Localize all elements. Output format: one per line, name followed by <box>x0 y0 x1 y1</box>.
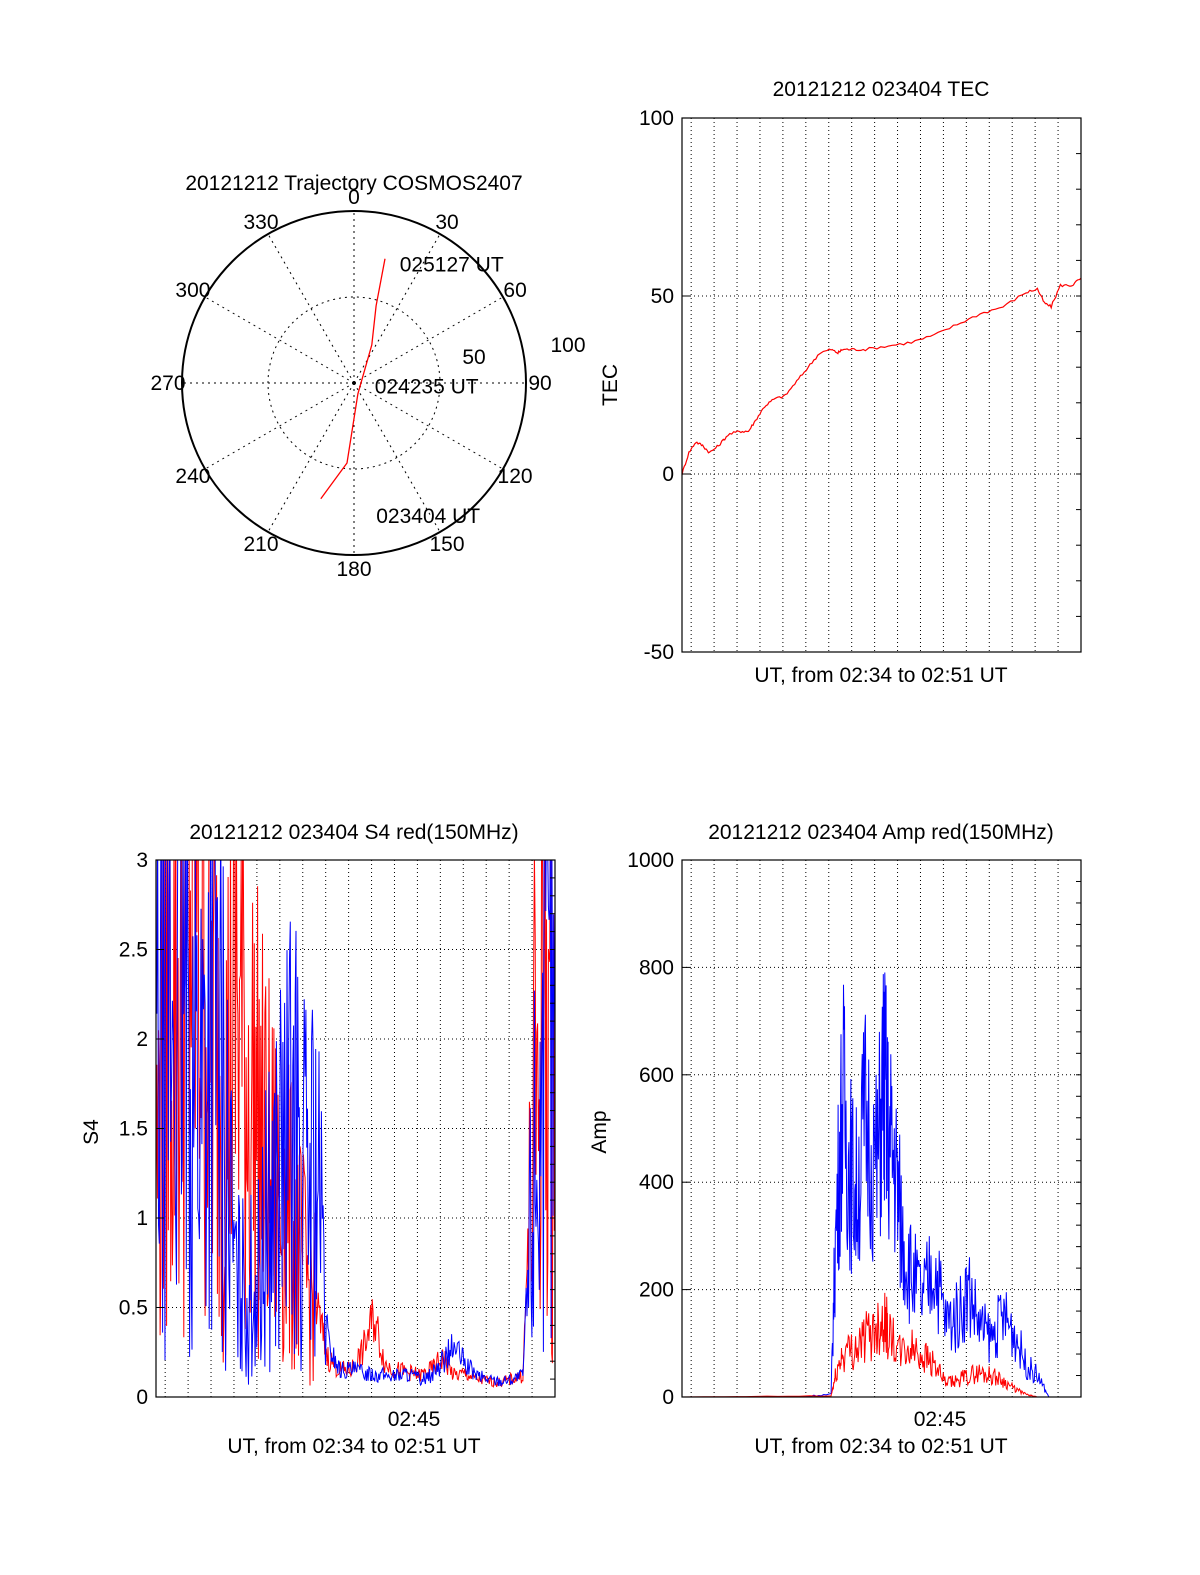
tec-panel: 20121212 023404 TEC 100 50 0 -50 TEC UT, fr… <box>599 78 1082 687</box>
polar-angle-label: 240 <box>175 465 210 488</box>
polar-spoke <box>353 233 441 384</box>
y-tick-label: 100 <box>639 107 674 130</box>
y-tick-label: 0.5 <box>119 1297 148 1320</box>
tec-xlabel: UT, from 02:34 to 02:51 UT <box>754 664 1007 687</box>
series-line <box>682 972 1081 1397</box>
y-tick-label: 50 <box>651 285 674 308</box>
y-tick-label: 2 <box>136 1028 148 1051</box>
polar-angle-label: 150 <box>429 533 464 556</box>
polar-angle-label: 210 <box>243 533 278 556</box>
polar-time-annotation: 023404 UT <box>376 505 480 528</box>
s4-xlabel: UT, from 02:34 to 02:51 UT <box>227 1435 480 1458</box>
series-line <box>682 1292 1081 1397</box>
polar-spoke <box>353 382 504 470</box>
polar-trajectory <box>320 258 386 500</box>
amp-plot-frame <box>681 859 1082 1398</box>
polar-angle-label: 330 <box>243 211 278 234</box>
s4-ylabel: S4 <box>80 1119 103 1145</box>
s4-panel: 20121212 023404 S4 red(150MHz) 3 2.5 2 1.5 1… <box>80 821 556 1458</box>
series-line <box>156 860 555 1387</box>
tec-ylabel: TEC <box>599 364 622 406</box>
y-tick-label: -50 <box>644 641 674 664</box>
polar-angle-labels: 0 30 60 90 120 150 180 210 240 270 300 330 <box>150 186 551 581</box>
polar-spoke <box>267 382 355 533</box>
y-tick-label: 0 <box>136 1386 148 1409</box>
y-tick-label: 3 <box>136 849 148 872</box>
y-tick-label: 0 <box>662 463 674 486</box>
s4-yticks: 3 2.5 2 1.5 1 0.5 0 <box>119 849 555 1409</box>
polar-title: 20121212 Trajectory COSMOS2407 <box>185 172 522 195</box>
s4-title: 20121212 023404 S4 red(150MHz) <box>189 821 518 844</box>
polar-time-annotation: 024235 UT <box>375 375 479 398</box>
polar-grid <box>181 210 527 556</box>
y-tick-label: 0 <box>662 1386 674 1409</box>
tec-yticks: 100 50 0 -50 <box>639 107 1081 664</box>
tec-plot-frame <box>681 117 1082 653</box>
polar-angle-label: 180 <box>336 558 371 581</box>
amp-plot-clip <box>682 860 1081 1397</box>
series-line <box>681 277 1082 476</box>
amp-ylabel: Amp <box>588 1110 611 1153</box>
polar-angle-label: 90 <box>528 372 551 395</box>
polar-angle-label: 60 <box>503 279 526 302</box>
polar-panel: 20121212 Trajectory COSMOS2407 0 30 60 90 12… <box>150 172 585 581</box>
polar-outer-ring <box>181 210 527 556</box>
polar-spoke <box>204 296 355 384</box>
y-tick-label: 2.5 <box>119 939 148 962</box>
polar-spoke <box>353 382 441 533</box>
polar-time-annotation: 025127 UT <box>400 253 504 276</box>
s4-xtick-label: 02:45 <box>388 1408 441 1431</box>
polar-spoke <box>353 296 504 384</box>
polar-radius-label-100: 100 <box>550 334 585 357</box>
amp-yticks: 1000 800 600 400 200 0 <box>627 849 1081 1409</box>
y-tick-label: 1 <box>136 1207 148 1230</box>
y-tick-label: 600 <box>639 1064 674 1087</box>
y-tick-label: 1000 <box>627 849 674 872</box>
polar-annotations: 025127 UT 024235 UT 023404 UT <box>375 253 504 528</box>
polar-angle-label: 0 <box>348 186 360 209</box>
polar-angle-label: 30 <box>435 211 458 234</box>
y-tick-label: 1.5 <box>119 1118 148 1141</box>
tec-series-group <box>681 277 1082 476</box>
amp-panel: 20121212 023404 Amp red(150MHz) 1000 800 6… <box>588 821 1082 1458</box>
y-tick-label: 200 <box>639 1279 674 1302</box>
y-tick-label: 400 <box>639 1171 674 1194</box>
amp-xtick-label: 02:45 <box>914 1408 967 1431</box>
polar-spoke <box>204 382 355 470</box>
s4-series-group <box>156 860 555 1388</box>
tec-grid <box>682 117 1081 653</box>
polar-angle-label: 270 <box>150 372 185 395</box>
polar-angle-label: 120 <box>498 465 533 488</box>
polar-angle-label: 300 <box>175 279 210 302</box>
polar-radius-label-50: 50 <box>462 346 485 369</box>
amp-title: 20121212 023404 Amp red(150MHz) <box>708 821 1054 844</box>
polar-trajectory-line <box>320 258 386 500</box>
amp-xlabel: UT, from 02:34 to 02:51 UT <box>754 1435 1007 1458</box>
y-tick-label: 800 <box>639 956 674 979</box>
polar-spoke <box>267 233 355 384</box>
amp-series-group <box>682 972 1081 1397</box>
s4-plot-clip <box>156 860 555 1397</box>
tec-title: 20121212 023404 TEC <box>773 78 990 101</box>
